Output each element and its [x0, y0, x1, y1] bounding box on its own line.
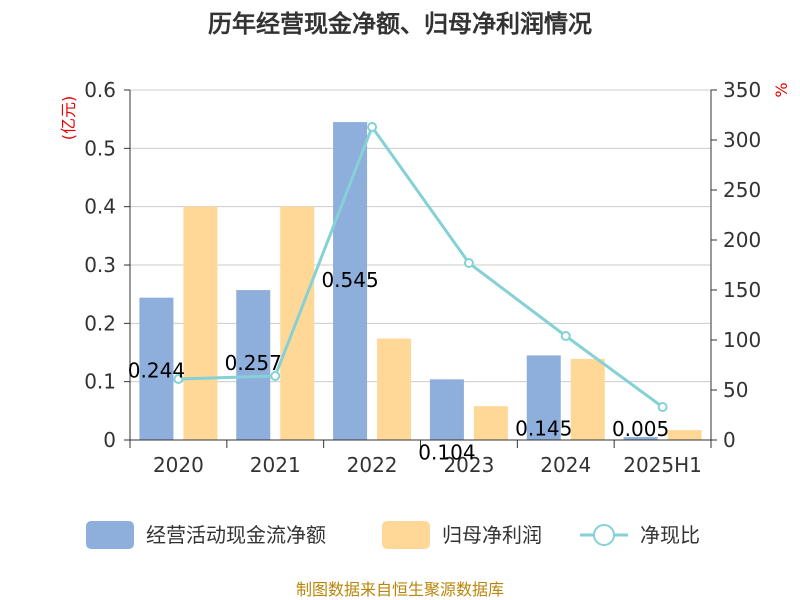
- y-right-tick-label: 50: [723, 378, 748, 402]
- bar-cash-flow-2023: [429, 379, 464, 440]
- data-label-cash-flow-2022: 0.545: [321, 268, 378, 292]
- y-left-tick-label: 0.6: [84, 78, 116, 102]
- legend-label-net-profit: 归母净利润: [442, 523, 542, 547]
- y-right-tick-label: 200: [723, 228, 761, 252]
- point-cash-ratio-2024: [560, 331, 571, 341]
- chart-title: 历年经营现金净额、归母净利润情况: [208, 10, 592, 38]
- y-left-tick-label: 0.3: [84, 253, 116, 277]
- legend-swatch-cash-flow: [86, 521, 134, 549]
- point-cash-ratio-2023: [463, 258, 474, 268]
- y-left-tick-label: 0.4: [84, 195, 116, 219]
- line-cash-ratio: [178, 125, 664, 409]
- bar-net-profit-2024: [570, 358, 605, 440]
- data-label-cash-flow-2021: 0.257: [225, 351, 282, 375]
- source-note: 制图数据来自恒生聚源数据库: [296, 580, 504, 599]
- bar-cash-flow-2025H1: [623, 437, 658, 440]
- x-tick-label: 2021: [250, 453, 301, 477]
- point-cash-ratio-2025H1: [657, 402, 668, 412]
- point-cash-ratio-2020: [173, 374, 184, 384]
- y-right-tick-label: 300: [723, 128, 761, 152]
- legend-swatch-marker-cash-ratio: [593, 524, 615, 546]
- y-right-unit-label: %: [772, 82, 791, 97]
- y-left-unit-label: (亿元): [59, 96, 78, 141]
- y-right-tick-label: 250: [723, 178, 761, 202]
- bar-cash-flow-2020: [139, 297, 174, 440]
- y-left-tick-label: 0.1: [84, 370, 116, 394]
- y-left-tick-label: 0.2: [84, 311, 116, 335]
- axes: 0 0.1 0.2 0.3 0.4 0.5 0.6 0 50 100 150 200 250 300 350…: [59, 78, 791, 477]
- bar-cash-flow-2022: [333, 122, 368, 440]
- data-label-cash-flow-2024: 0.145: [515, 416, 572, 440]
- data-labels: 0.244 0.257 0.545 0.104 0.145 0.005: [128, 268, 669, 464]
- line-series: [173, 122, 668, 412]
- bar-net-profit-2022: [377, 338, 412, 440]
- y-right-tick-label: 0: [723, 428, 736, 452]
- data-label-cash-flow-2023: 0.104: [418, 440, 475, 464]
- point-cash-ratio-2021: [270, 371, 281, 381]
- data-label-cash-flow-2025H1: 0.005: [612, 417, 669, 441]
- x-tick-label: 2022: [347, 453, 398, 477]
- y-left-tick-label: 0.5: [84, 136, 116, 160]
- legend-swatch-net-profit: [382, 521, 430, 549]
- bar-cash-flow-2024: [526, 355, 561, 440]
- legend-label-cash-ratio: 净现比: [640, 523, 700, 547]
- y-right-tick-label: 150: [723, 278, 761, 302]
- bar-net-profit-2020: [183, 206, 218, 440]
- gridlines: [130, 89, 711, 383]
- y-right-tick-label: 100: [723, 328, 761, 352]
- x-tick-label: 2024: [540, 453, 591, 477]
- bar-cash-flow-2021: [236, 290, 271, 440]
- legend: 经营活动现金流净额 归母净利润 净现比: [86, 521, 700, 549]
- y-left-tick-label: 0: [103, 428, 116, 452]
- x-tick-label: 2020: [153, 453, 204, 477]
- x-tick-label: 2025H1: [623, 453, 702, 477]
- point-cash-ratio-2022: [367, 122, 378, 132]
- y-right-tick-label: 350: [723, 78, 761, 102]
- bar-net-profit-2025H1: [667, 430, 702, 440]
- x-tick-label: 2023: [443, 453, 494, 477]
- bar-series: [139, 122, 702, 440]
- bar-net-profit-2023: [473, 406, 508, 440]
- legend-label-cash-flow: 经营活动现金流净额: [146, 523, 326, 547]
- data-label-cash-flow-2020: 0.244: [128, 359, 185, 383]
